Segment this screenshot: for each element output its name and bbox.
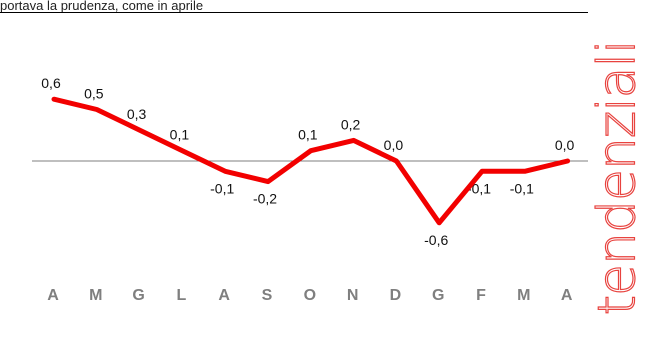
header-text: portava la prudenza, come in aprile <box>0 0 204 12</box>
category-label: O <box>304 287 316 304</box>
category-label: A <box>47 287 59 304</box>
series-line <box>51 96 571 226</box>
value-label: 0,1 <box>298 127 318 143</box>
value-label: -0,2 <box>253 191 277 207</box>
category-label: G <box>132 287 144 304</box>
value-label: 0,0 <box>555 137 575 153</box>
value-label: 0,2 <box>341 116 361 132</box>
value-label: 0,5 <box>84 86 104 102</box>
value-label: 0,6 <box>41 75 61 91</box>
side-label-tendenziali: tendenziali <box>586 14 647 342</box>
value-label: -0,6 <box>424 232 448 248</box>
category-label: S <box>262 287 273 304</box>
value-labels: 0,60,50,30,1-0,1-0,20,10,20,0-0,6-0,1 -0,… <box>41 75 574 248</box>
header-rule <box>0 12 588 13</box>
category-label: A <box>218 287 230 304</box>
category-label: M <box>517 287 530 304</box>
line-chart: 0,60,50,30,1-0,1-0,20,10,20,0-0,6-0,1 -0,… <box>32 75 588 304</box>
value-label: 0,1 <box>170 127 190 143</box>
value-label: 0,0 <box>384 137 404 153</box>
category-label: M <box>89 287 102 304</box>
value-label: 0,3 <box>127 106 147 122</box>
side-label-text: tendenziali <box>586 40 648 316</box>
value-label: -0,1 <box>210 180 234 196</box>
category-label: D <box>390 287 402 304</box>
category-label: L <box>177 287 187 304</box>
category-label: F <box>476 287 486 304</box>
value-label: -0,1 <box>510 180 534 196</box>
category-label: G <box>432 287 444 304</box>
category-label: N <box>347 287 359 304</box>
category-label: A <box>561 287 573 304</box>
